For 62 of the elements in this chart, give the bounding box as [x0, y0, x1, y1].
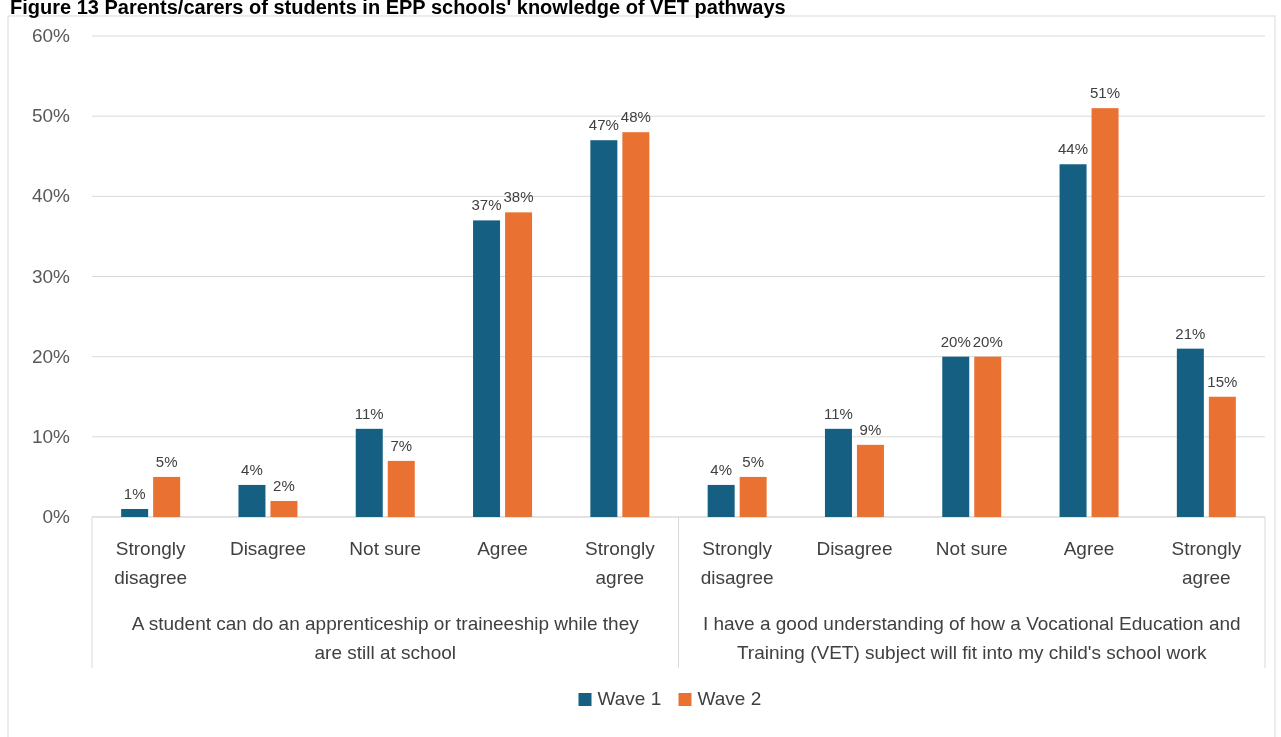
y-tick-label: 20% — [31, 345, 71, 367]
bar — [270, 500, 298, 517]
data-label: 9% — [859, 420, 882, 438]
data-label: 7% — [390, 436, 413, 454]
y-tick-label: 40% — [31, 185, 71, 207]
data-label: 5% — [742, 452, 764, 470]
x-tick-label: Disagree — [816, 538, 893, 559]
text: I have a good understanding of how a Vocational Education and Training (VET) subject will fit into my child's school work — [702, 613, 1241, 663]
bar — [473, 220, 501, 517]
data-label: 48% — [620, 108, 651, 126]
bar — [824, 428, 852, 517]
x-tick-label: Strongly disagree — [114, 538, 188, 588]
data-label: 51% — [1090, 84, 1121, 102]
bar — [238, 484, 266, 517]
data-label: 20% — [972, 332, 1003, 350]
bar — [974, 356, 1002, 517]
bar — [1176, 348, 1204, 517]
data-label: 4% — [710, 460, 732, 478]
bar — [121, 508, 149, 517]
x-tick-label: Strongly agree — [585, 538, 656, 588]
data-label: 38% — [503, 188, 534, 206]
bar — [1091, 108, 1119, 517]
data-label: 5% — [155, 452, 178, 470]
x-tick-label: Not sure — [349, 538, 422, 559]
y-tick-label: 30% — [31, 265, 71, 287]
bar — [1208, 396, 1236, 517]
bar — [153, 476, 181, 517]
data-label: 11% — [354, 404, 384, 422]
bar — [856, 444, 884, 517]
x-tick-label: Strongly disagree — [700, 538, 774, 588]
text: A student can do an apprenticeship or traineeship while they are still at school — [131, 613, 640, 663]
bar — [707, 484, 735, 517]
x-tick-label: Not sure — [935, 538, 1008, 559]
bar — [355, 428, 383, 517]
bar — [942, 356, 970, 517]
legend-label: Wave 2 — [697, 688, 762, 709]
y-tick-label: 50% — [31, 105, 71, 127]
data-label: 11% — [823, 404, 853, 422]
legend-label: Wave 1 — [597, 688, 662, 709]
x-tick-label: Disagree — [229, 538, 306, 559]
data-label: 2% — [273, 476, 295, 494]
x-tick-label: Agree — [1063, 538, 1115, 559]
bar — [622, 132, 650, 517]
data-label: 1% — [123, 484, 146, 502]
x-tick-label: Strongly agree — [1171, 538, 1242, 588]
x-tick-label: Agree — [477, 538, 528, 559]
data-label: 15% — [1207, 372, 1238, 390]
y-tick-label: 0% — [42, 506, 71, 527]
y-tick-label: 60% — [31, 25, 71, 46]
bar — [739, 476, 767, 517]
data-label: 4% — [241, 460, 263, 478]
data-label: 47% — [588, 116, 619, 134]
bar — [1059, 164, 1087, 517]
data-label: 37% — [471, 196, 502, 214]
bar — [505, 212, 533, 517]
y-tick-label: 10% — [31, 425, 71, 447]
bar — [590, 140, 618, 517]
data-label: 21% — [1175, 324, 1206, 342]
data-label: 20% — [940, 332, 971, 350]
bar — [387, 460, 415, 517]
chart-title: Figure 13 Parents/carers of students in EPP schools' knowledge of VET pathways — [10, 0, 786, 18]
data-label: 44% — [1058, 140, 1089, 158]
